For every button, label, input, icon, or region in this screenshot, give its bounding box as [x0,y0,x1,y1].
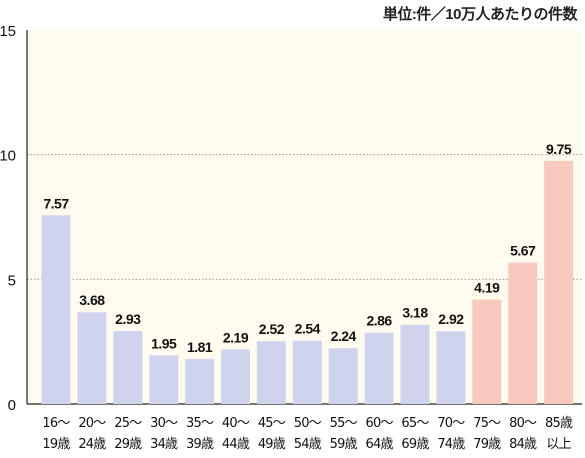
data-label: 2.24 [331,328,357,344]
data-label: 4.19 [474,280,500,296]
x-tick-label: 75～ [473,416,501,431]
bar [472,299,502,404]
unit-note: 単位:件／10万人あたりの件数 [382,6,578,23]
data-label: 2.86 [366,313,392,329]
bar [41,215,71,404]
x-tick-label: 84歳 [509,437,537,452]
x-tick-label: 64歳 [366,437,394,452]
x-tick-label: 16～ [42,416,70,431]
bar [149,355,179,404]
x-tick-label: 29歳 [114,437,142,452]
x-tick-label: 19歳 [42,437,70,452]
data-label: 2.93 [115,311,141,327]
x-tick-label: 55～ [330,416,358,431]
x-tick-label: 30～ [150,416,178,431]
x-tick-label: 20～ [78,416,106,431]
x-tick-label: 79歳 [473,437,501,452]
data-label: 2.92 [438,311,464,327]
bar [508,262,538,404]
x-tick-label: 70～ [437,416,465,431]
x-tick-label: 40～ [222,416,250,431]
x-tick-label: 85歳 [545,416,573,431]
y-tick-label: 15 [0,23,16,40]
bar [221,349,250,404]
x-tick-label: 54歳 [294,437,322,452]
x-tick-label: 59歳 [330,437,358,452]
data-label: 2.52 [259,321,285,337]
x-tick-label: 25～ [114,416,142,431]
bar [436,331,466,404]
bar [77,312,107,404]
x-tick-label: 60～ [366,416,394,431]
bar [544,160,574,404]
bar [328,348,358,404]
bar [113,330,143,404]
y-tick-label: 10 [0,148,16,165]
x-tick-label: 44歳 [222,437,250,452]
data-label: 7.57 [43,195,69,211]
x-tick-label: 35～ [186,416,214,431]
x-tick-label: 69歳 [401,437,429,452]
data-label: 3.18 [402,305,428,321]
bar [400,324,430,404]
data-label: 2.19 [223,329,249,345]
bar [364,332,394,404]
x-tick-label: 24歳 [78,437,106,452]
data-label: 5.67 [510,243,536,259]
y-tick-label: 0 [8,397,16,414]
bar [256,341,286,404]
x-tick-label: 65～ [401,416,429,431]
x-tick-label: 39歳 [186,437,214,452]
data-label: 3.68 [79,292,105,308]
bar [185,358,215,404]
data-label: 1.81 [187,339,213,355]
x-tick-label: 49歳 [258,437,286,452]
x-tick-label: 74歳 [437,437,465,452]
x-tick-label: 45～ [258,416,286,431]
x-tick-label: 34歳 [150,437,178,452]
data-label: 1.95 [151,335,177,351]
x-tick-label: 80～ [509,416,537,431]
data-label: 2.54 [295,321,321,337]
x-tick-label: 以上 [546,437,571,452]
data-label: 9.75 [546,141,572,157]
y-tick-label: 5 [8,272,16,289]
bar [292,340,322,404]
x-tick-label: 50～ [294,416,322,431]
